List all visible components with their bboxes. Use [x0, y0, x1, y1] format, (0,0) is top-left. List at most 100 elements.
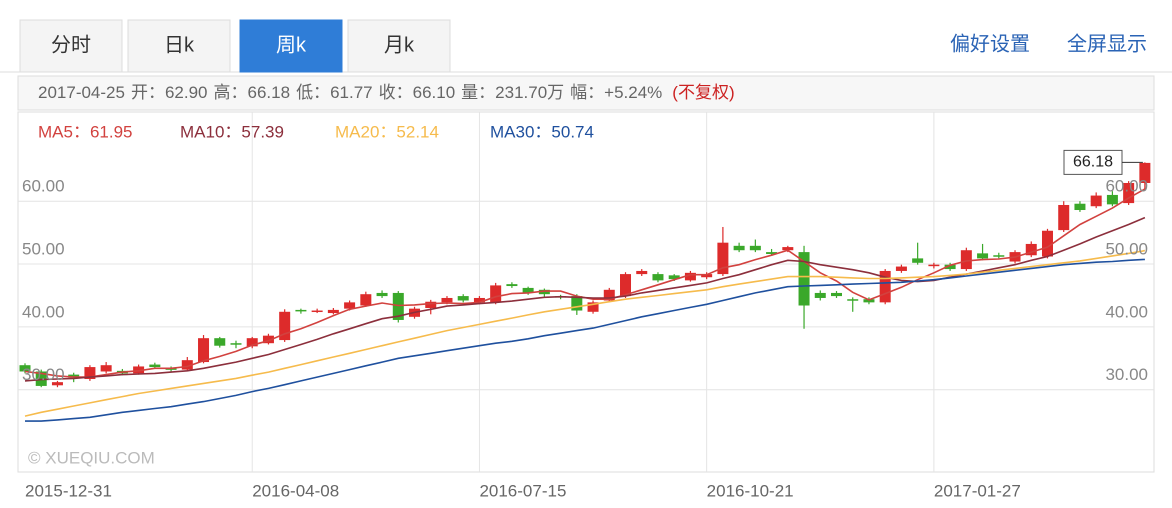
- candle-body: [327, 309, 339, 314]
- tab-label: 周k: [276, 34, 307, 56]
- legend-entry: MA30：50.74: [490, 122, 594, 141]
- candle-body: [977, 253, 989, 259]
- candle-body: [441, 297, 453, 303]
- high-marker-label: 66.18: [1073, 154, 1113, 171]
- candle-body: [84, 367, 96, 380]
- tab-label: 日k: [164, 34, 195, 56]
- candle-body: [993, 255, 1005, 257]
- candle-body: [490, 285, 502, 303]
- candle-body: [668, 275, 680, 280]
- tab-label: 月k: [384, 34, 415, 56]
- candle-body: [457, 296, 469, 301]
- candle-body: [895, 266, 907, 271]
- candle-body: [392, 292, 404, 320]
- info-date: 2017-04-25: [38, 83, 125, 102]
- x-tick-label: 2016-07-15: [479, 481, 566, 500]
- candle-body: [831, 292, 842, 297]
- info-value: +5.24%: [604, 83, 662, 102]
- tab[interactable]: 日k: [127, 19, 231, 73]
- info-value: 66.18: [248, 83, 291, 102]
- candle-body: [214, 338, 226, 346]
- candle-body: [473, 297, 485, 303]
- y-tick-label: 40.00: [1105, 302, 1148, 321]
- candle-body: [538, 289, 550, 295]
- tab[interactable]: 周k: [239, 19, 343, 73]
- candle-body: [766, 252, 778, 254]
- candle-body: [360, 294, 372, 306]
- info-label: 开：: [131, 83, 165, 102]
- y-tick-label: 50.00: [1105, 240, 1148, 259]
- legend-entry: MA20：52.14: [335, 122, 439, 141]
- tab-bg: [239, 19, 343, 73]
- legend-entry: MA5：61.95: [38, 122, 133, 141]
- candle-body: [960, 250, 972, 270]
- candle-body: [636, 270, 648, 275]
- y-tick-label: 40.00: [22, 302, 65, 321]
- candle-body: [1025, 243, 1037, 256]
- info-label: 高：: [214, 83, 248, 102]
- ma-line: [24, 249, 1146, 417]
- candle-body: [35, 371, 47, 386]
- y-tick-label: 30.00: [1105, 365, 1148, 384]
- info-label: 幅：: [570, 83, 604, 102]
- candle-body: [1041, 230, 1053, 257]
- candle-body: [879, 270, 891, 303]
- tab-bg: [19, 19, 123, 73]
- candle-body: [1123, 182, 1135, 204]
- candle-body: [798, 252, 810, 306]
- candle-body: [814, 292, 826, 298]
- candle-body: [68, 374, 80, 378]
- x-tick-label: 2016-10-21: [707, 481, 794, 500]
- candle-body: [620, 274, 632, 297]
- candle-body: [133, 366, 145, 374]
- header-link[interactable]: 偏好设置: [950, 32, 1030, 55]
- candle-body: [1139, 162, 1151, 183]
- header-link[interactable]: 全屏显示: [1067, 32, 1147, 55]
- candle-body: [684, 272, 696, 281]
- candle-body: [652, 274, 664, 281]
- candle-body: [262, 335, 274, 344]
- x-tick-label: 2015-12-31: [25, 481, 112, 500]
- candle-body: [230, 343, 242, 345]
- candle-body: [51, 382, 63, 386]
- candle-body: [311, 310, 323, 313]
- candle-body: [863, 299, 875, 303]
- ma-line: [24, 216, 1146, 382]
- y-tick-label: 60.00: [1105, 177, 1148, 196]
- candle-body: [1074, 203, 1086, 211]
- tab[interactable]: 分时: [19, 19, 123, 73]
- info-adjust: (不复权): [672, 83, 734, 102]
- tab-bg: [127, 19, 231, 73]
- info-value: 62.90: [165, 83, 208, 102]
- candle-body: [506, 284, 518, 287]
- candle-body: [425, 301, 437, 309]
- info-value: 61.77: [330, 83, 373, 102]
- candle-body: [344, 302, 356, 309]
- info-label: 量：: [461, 83, 495, 102]
- candle-body: [279, 311, 291, 341]
- candle-body: [376, 292, 388, 297]
- info-text: 2017-04-25 开：62.90 高：66.18 低：61.77 收：66.10 量：…: [38, 83, 735, 102]
- y-tick-label: 60.00: [22, 177, 65, 196]
- y-tick-label: 30.00: [22, 365, 65, 384]
- plot-frame: [17, 111, 1155, 473]
- candle-body: [1106, 194, 1118, 205]
- x-tick-label: 2017-01-27: [934, 481, 1021, 500]
- candle-body: [847, 299, 859, 301]
- info-bar: [17, 75, 1155, 111]
- tab[interactable]: 月k: [347, 19, 451, 73]
- candle-body: [912, 258, 924, 263]
- candle-body: [717, 242, 729, 275]
- y-tick-label: 50.00: [22, 240, 65, 259]
- candle-body: [1058, 204, 1070, 231]
- candle-body: [587, 302, 599, 312]
- watermark: © XUEQIU.COM: [28, 448, 155, 467]
- candle-body: [603, 289, 615, 301]
- high-marker-box: [1063, 149, 1123, 175]
- candle-body: [701, 274, 713, 278]
- candle-body: [782, 247, 794, 251]
- candle-body: [295, 309, 307, 312]
- x-tick-label: 2016-04-08: [252, 481, 339, 500]
